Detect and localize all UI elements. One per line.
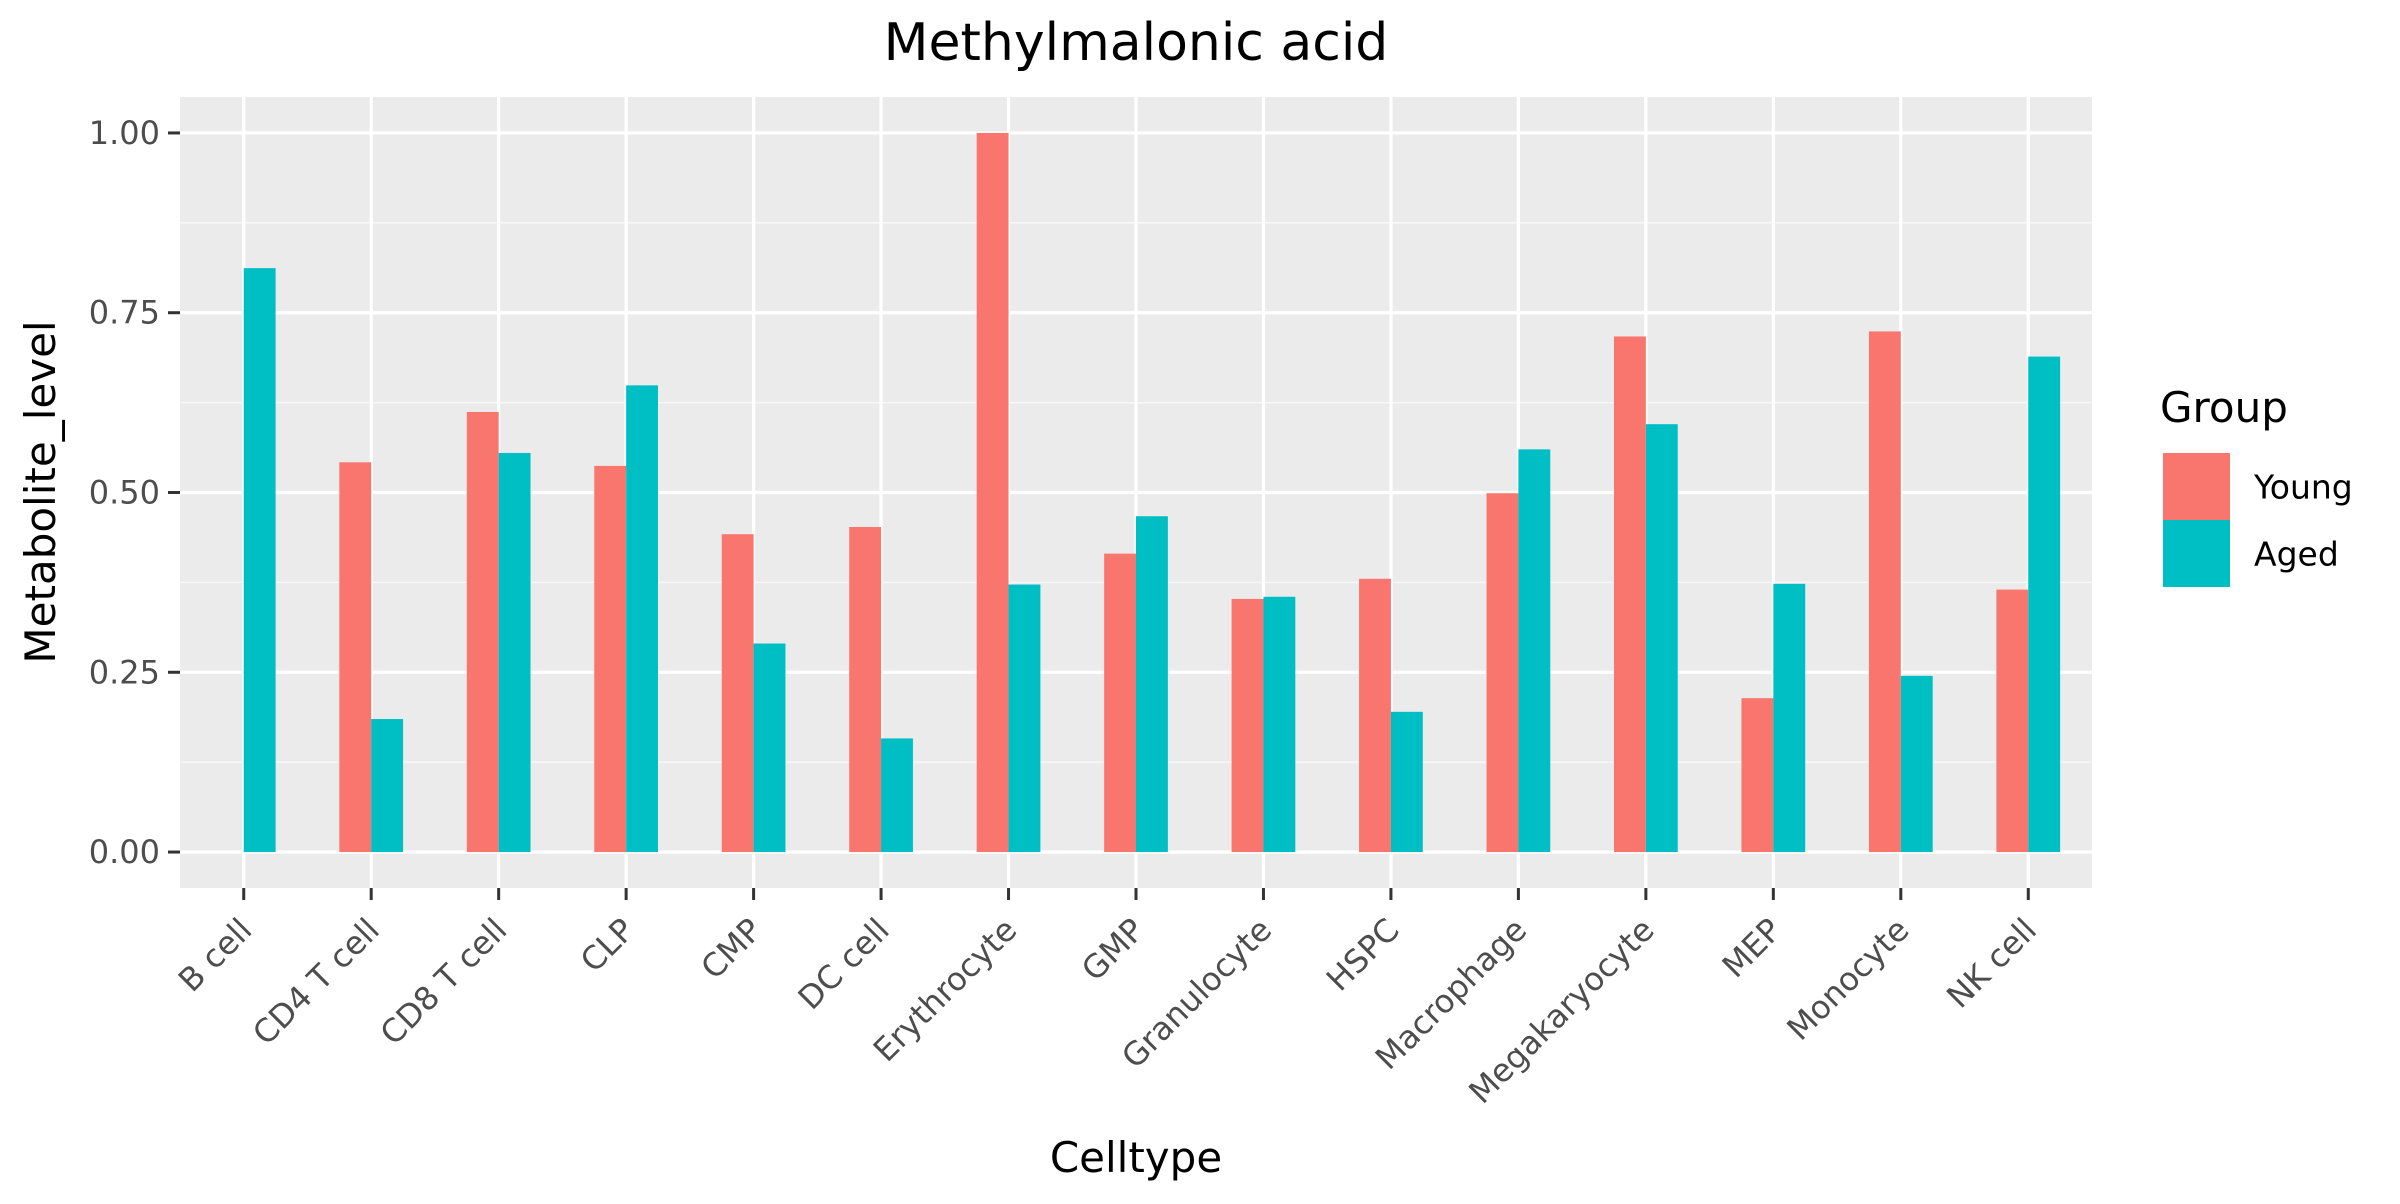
y-tick-label: 1.00	[89, 114, 160, 152]
x-axis-title: Celltype	[1050, 1133, 1222, 1182]
legend: Group Young Aged	[2160, 383, 2353, 587]
y-tick-label: 0.75	[89, 294, 160, 332]
y-axis: 0.00 0.25 0.50 0.75 1.00	[89, 114, 180, 871]
legend-label-aged: Aged	[2254, 535, 2339, 574]
bar-aged-nk-cell	[2028, 356, 2061, 853]
bar-aged-clp	[626, 385, 658, 853]
x-tick-label: MEP	[1715, 911, 1789, 985]
bar-young-monocyte	[1868, 331, 1901, 853]
legend-key-young	[2163, 453, 2230, 520]
bar-aged-b-cell	[243, 268, 276, 853]
y-tick-label: 0.50	[89, 474, 160, 512]
x-tick-label: B cell	[171, 911, 260, 1000]
x-tick-label: CLP	[573, 911, 642, 980]
bar-aged-mep	[1773, 583, 1806, 853]
bar-aged-megakaryocyte	[1645, 424, 1678, 853]
bar-young-hspc	[1359, 578, 1391, 853]
bar-young-mep	[1741, 698, 1774, 853]
x-tick-label: GMP	[1074, 911, 1152, 989]
bar-aged-hspc	[1390, 711, 1423, 853]
y-axis-title: Metabolite_level	[16, 320, 65, 663]
chart-title: Methylmalonic acid	[884, 13, 1389, 73]
bar-aged-cd4-t-cell	[371, 719, 404, 853]
bar-young-cd8-t-cell	[466, 411, 499, 853]
legend-title: Group	[2160, 383, 2288, 432]
bars	[243, 132, 2061, 853]
x-tick-label: NK cell	[1939, 911, 2044, 1016]
bar-aged-cd8-t-cell	[498, 452, 531, 853]
legend-key-aged	[2163, 520, 2230, 587]
bar-aged-erythrocyte	[1008, 584, 1041, 853]
legend-label-young: Young	[2253, 468, 2353, 507]
bar-young-cd4-t-cell	[339, 462, 372, 853]
y-tick-label: 0.00	[89, 833, 160, 871]
bar-aged-dc-cell	[881, 738, 913, 853]
bar-young-clp	[594, 465, 627, 853]
bar-aged-macrophage	[1518, 449, 1551, 853]
bar-young-dc-cell	[849, 527, 882, 853]
x-tick-label: CMP	[693, 911, 769, 987]
bar-young-nk-cell	[1996, 589, 2029, 853]
bar-aged-granulocyte	[1263, 596, 1296, 853]
y-tick-label: 0.25	[89, 653, 160, 691]
x-tick-label: HSPC	[1319, 911, 1407, 999]
x-tick-label: CD8 T cell	[373, 911, 515, 1053]
bar-young-granulocyte	[1231, 598, 1264, 853]
bar-young-erythrocyte	[976, 132, 1009, 853]
bar-aged-gmp	[1136, 516, 1168, 853]
x-tick-label: Monocyte	[1779, 911, 1916, 1048]
bar-aged-monocyte	[1900, 675, 1933, 853]
x-tick-label: DC cell	[791, 911, 897, 1017]
bar-young-gmp	[1104, 553, 1136, 853]
bar-young-macrophage	[1486, 493, 1519, 853]
x-tick-label: CD4 T cell	[245, 911, 387, 1053]
bar-aged-cmp	[753, 643, 786, 853]
bar-young-cmp	[721, 534, 754, 853]
bar-young-megakaryocyte	[1614, 336, 1646, 853]
